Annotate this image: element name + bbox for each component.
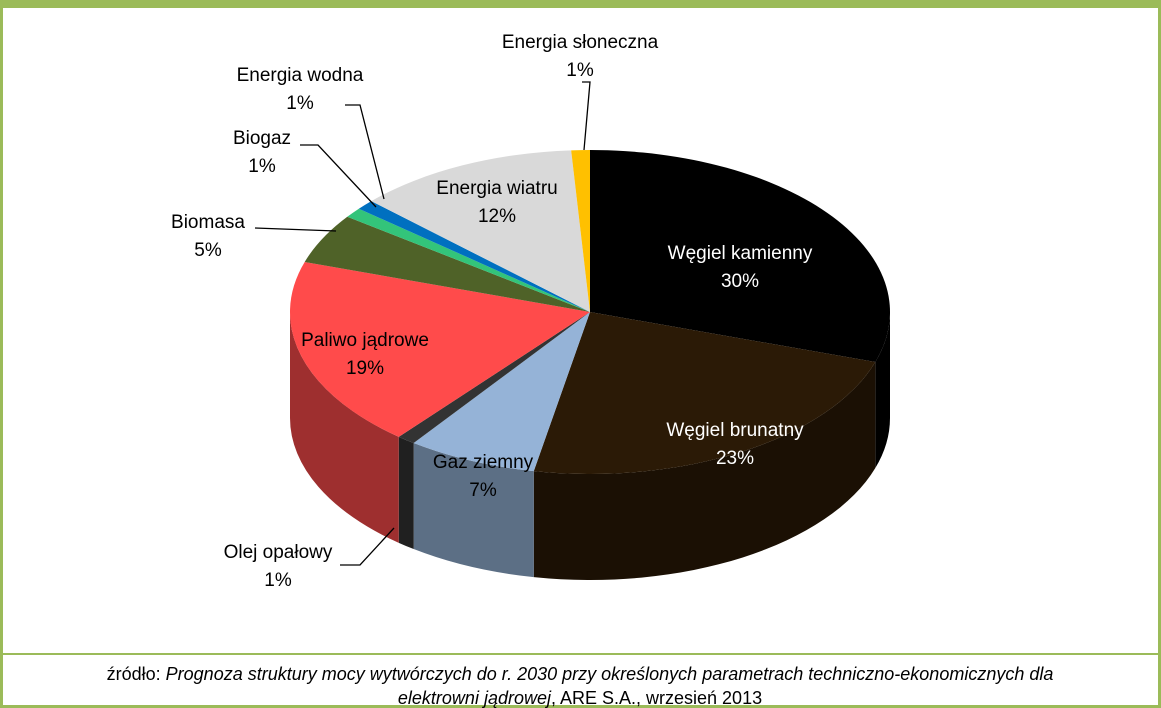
slice <box>304 216 590 312</box>
slice-name: Energia słoneczna <box>502 32 659 53</box>
slice-name: Olej opałowy <box>224 542 333 563</box>
leader-line <box>254 227 337 232</box>
slice-value: 23% <box>716 448 754 469</box>
slice-name: Węgiel brunatny <box>666 420 804 441</box>
slice-side <box>413 443 534 578</box>
footer-title: Prognoza struktury mocy wytwórczych do r… <box>166 664 1054 684</box>
footer-suffix: , ARE S.A., wrzesień 2013 <box>551 688 762 708</box>
slice-value: 1% <box>286 93 314 114</box>
slice-side <box>875 312 890 469</box>
slice <box>590 150 890 363</box>
slice <box>347 208 590 312</box>
slice-value: 1% <box>566 60 594 81</box>
slice <box>290 261 590 437</box>
slice-name: Gaz ziemny <box>433 452 534 473</box>
slice-value: 19% <box>346 358 384 379</box>
slice-side <box>290 312 399 543</box>
leader-line <box>300 144 377 208</box>
leader-line <box>340 527 395 566</box>
top-band <box>0 0 1161 8</box>
leader-line <box>582 81 591 151</box>
slice-value: 30% <box>721 271 759 292</box>
footer-line-1: źródło: Prognoza struktury mocy wytwórcz… <box>107 664 1054 684</box>
slice <box>358 201 590 312</box>
slice <box>398 312 590 444</box>
footer-prefix: źródło: <box>107 664 161 684</box>
slice <box>371 150 590 312</box>
slice-value: 12% <box>478 206 516 227</box>
slice <box>533 312 876 474</box>
footer-title-cont: elektrowni jądrowej <box>398 688 552 708</box>
slice-value: 1% <box>264 570 292 591</box>
slice-name: Paliwo jądrowe <box>301 330 429 351</box>
slice-value: 1% <box>248 156 276 177</box>
slice-side <box>533 362 876 581</box>
footer-line-2: elektrowni jądrowej, ARE S.A., wrzesień … <box>398 688 762 708</box>
slice-name: Energia wodna <box>237 65 364 86</box>
slice-value: 7% <box>469 480 497 501</box>
slice-name: Biogaz <box>233 128 291 149</box>
leader-line <box>345 104 385 200</box>
slice-value: 5% <box>194 240 222 261</box>
slice-name: Węgiel kamienny <box>668 243 813 264</box>
slice <box>413 312 590 472</box>
slice-name: Energia wiatru <box>436 178 557 199</box>
slice <box>571 150 590 312</box>
slice-name: Biomasa <box>171 212 245 233</box>
slice-side <box>398 436 414 550</box>
